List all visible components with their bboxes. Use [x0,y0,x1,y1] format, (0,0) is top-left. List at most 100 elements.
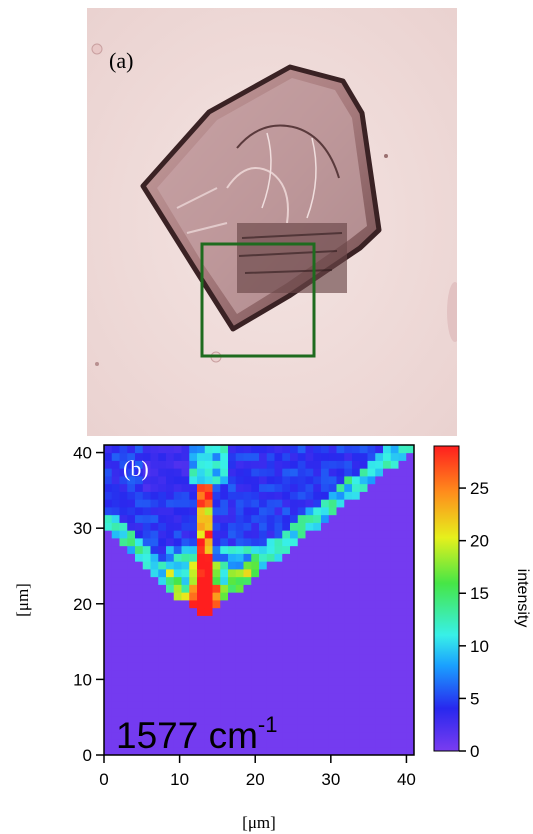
heatmap-cell [158,700,167,709]
heatmap-cell [104,530,113,539]
heatmap-cell [274,452,283,461]
heatmap-cell [111,731,120,740]
heatmap-cell [359,545,368,554]
heatmap-cell [383,747,392,756]
heatmap-cell [367,522,376,531]
x-tick-label: 10 [170,770,189,789]
heatmap-cell [359,483,368,492]
heatmap-cell [336,507,345,516]
heatmap-cell [375,693,384,702]
heatmap-cell [367,491,376,500]
heatmap-cell [220,677,229,686]
heatmap-cell [204,631,213,640]
heatmap-cell [305,468,314,477]
heatmap-cell [321,739,330,748]
heatmap-cell [266,561,275,570]
heatmap-cell [212,685,221,694]
heatmap-cell [142,669,151,678]
heatmap-cell [204,545,213,554]
heatmap-cell [321,530,330,539]
heatmap-cell [290,669,299,678]
heatmap-cell [243,623,252,632]
heatmap-cell [305,445,314,454]
heatmap-cell [104,731,113,740]
heatmap-cell [313,623,322,632]
heatmap-cell [290,700,299,709]
heatmap-cell [127,669,136,678]
heatmap-cell [251,522,260,531]
heatmap-cell [166,483,175,492]
heatmap-cell [197,483,206,492]
heatmap-cell [119,483,128,492]
heatmap-cell [406,747,415,756]
heatmap-cell [119,747,128,756]
heatmap-cell [228,538,237,547]
heatmap-cell [344,638,353,647]
heatmap-cell [328,708,337,717]
heatmap-cell [305,669,314,678]
heatmap-cell [142,545,151,554]
heatmap-cell [297,452,306,461]
heatmap-cell [297,460,306,469]
heatmap-cell [243,483,252,492]
heatmap-cell [266,716,275,725]
heatmap-cell [204,507,213,516]
heatmap-cell [158,569,167,578]
heatmap-cell [352,476,361,485]
heatmap-cell [104,538,113,547]
heatmap-cell [166,522,175,531]
heatmap-cell [305,716,314,725]
heatmap-cell [235,638,244,647]
heatmap-cell [398,538,407,547]
heatmap-cell [197,631,206,640]
heatmap-cell [352,538,361,547]
heatmap-cell [383,538,392,547]
heatmap-cell [359,708,368,717]
heatmap-cell [142,677,151,686]
heatmap-cell [398,615,407,624]
heatmap-cell [228,507,237,516]
heatmap-cell [375,468,384,477]
heatmap-cell [305,724,314,733]
panel-b-label: (b) [123,456,149,481]
heatmap-cell [352,708,361,717]
heatmap-cell [158,607,167,616]
heatmap-cell [313,592,322,601]
heatmap-cell [158,468,167,477]
heatmap-cell [243,669,252,678]
heatmap-cell [173,576,182,585]
heatmap-cell [228,576,237,585]
heatmap-cell [398,491,407,500]
heatmap-cell [390,669,399,678]
heatmap-cell [406,445,415,454]
heatmap-cell [212,553,221,562]
heatmap-cell [406,631,415,640]
heatmap-cell [274,483,283,492]
heatmap-cell [383,561,392,570]
heatmap-cell [150,716,159,725]
heatmap-cell [181,654,190,663]
heatmap-cell [150,460,159,469]
heatmap-cell [189,522,198,531]
heatmap-cell [328,460,337,469]
heatmap-cell [328,452,337,461]
heatmap-cell [204,491,213,500]
heatmap-cell [328,638,337,647]
heatmap-cell [104,569,113,578]
heatmap-cell [259,708,268,717]
heatmap-cell [290,708,299,717]
heatmap-cell [390,468,399,477]
heatmap-cell [352,638,361,647]
heatmap-cell [197,747,206,756]
heatmap-cell [197,538,206,547]
heatmap-cell [321,693,330,702]
heatmap-cell [251,731,260,740]
heatmap-cell [328,561,337,570]
heatmap-cell [266,731,275,740]
heatmap-cell [142,693,151,702]
heatmap-cell [197,662,206,671]
heatmap-cell [119,553,128,562]
heatmap-cell [212,607,221,616]
heatmap-cell [297,638,306,647]
heatmap-cell [251,576,260,585]
